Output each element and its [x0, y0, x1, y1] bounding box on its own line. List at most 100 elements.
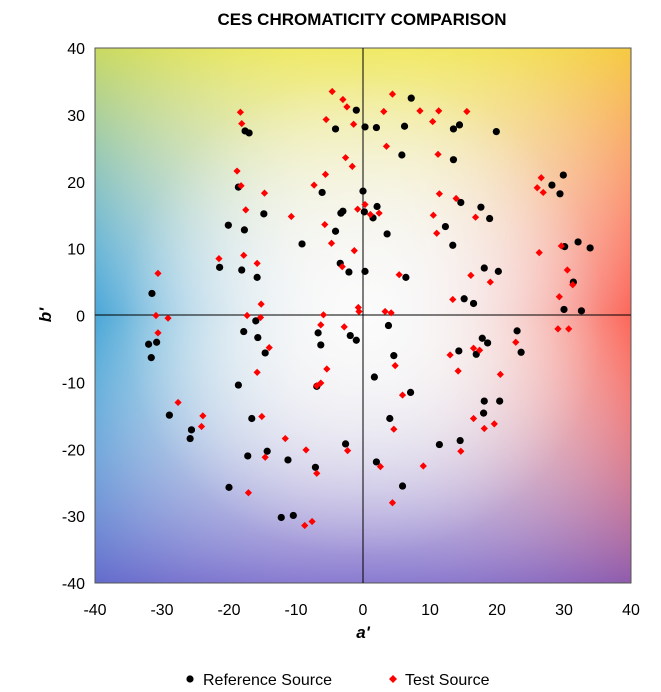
y-axis-title: b' [36, 307, 55, 322]
test-point [457, 447, 465, 455]
reference-point [186, 434, 194, 443]
reference-point [346, 331, 354, 340]
test-point [463, 107, 471, 116]
test-point [381, 307, 389, 316]
reference-point [361, 267, 369, 275]
test-point [341, 154, 350, 162]
x-tick-label: -20 [217, 602, 240, 619]
test-point [496, 370, 504, 378]
y-tick-label: 30 [67, 108, 85, 125]
reference-point [402, 273, 410, 281]
test-point [376, 463, 385, 471]
legend-test-label: Test Source [405, 672, 490, 689]
test-point [237, 182, 245, 190]
test-point [343, 446, 352, 455]
test-point [435, 107, 443, 115]
test-point [244, 489, 253, 497]
x-axis-title: a' [356, 623, 370, 642]
y-tick-label: -40 [62, 576, 85, 593]
test-point [449, 295, 457, 304]
y-tick-label: -30 [62, 509, 85, 526]
reference-point [298, 240, 306, 248]
reference-point [331, 227, 340, 235]
y-tick-label: 0 [76, 309, 85, 326]
reference-point [455, 347, 463, 355]
reference-point [225, 483, 233, 491]
test-point [469, 344, 478, 352]
reference-point [480, 397, 488, 405]
test-point [557, 242, 565, 250]
test-point [321, 220, 329, 229]
test-point [388, 90, 397, 98]
test-point [452, 194, 460, 203]
reference-point [331, 125, 340, 133]
test-point [395, 271, 403, 279]
reference-point [455, 121, 464, 129]
test-point [287, 212, 295, 221]
reference-point [352, 336, 360, 344]
reference-point [400, 122, 409, 130]
x-tick-label: 0 [359, 602, 368, 619]
test-point [319, 311, 328, 319]
reference-point [486, 214, 494, 223]
reference-point [311, 463, 320, 471]
test-point [471, 213, 480, 221]
data-series [145, 87, 594, 530]
test-point [486, 278, 494, 286]
test-point [301, 521, 309, 530]
test-point [569, 281, 577, 289]
test-point [435, 190, 443, 198]
test-point [322, 115, 330, 124]
reference-point [449, 125, 458, 133]
reference-point [253, 273, 261, 281]
test-point [535, 249, 543, 257]
reference-point [244, 452, 252, 460]
test-point [308, 517, 316, 526]
reference-point [187, 426, 196, 434]
test-point [339, 95, 347, 104]
test-point [238, 119, 246, 128]
test-point [469, 414, 478, 423]
reference-point [484, 339, 492, 347]
reference-point [263, 447, 271, 455]
reference-point [318, 188, 326, 197]
test-point [454, 367, 462, 375]
reference-point [372, 123, 380, 132]
reference-point [480, 409, 488, 417]
test-point [366, 210, 374, 219]
reference-point [341, 440, 350, 448]
reference-point [165, 411, 173, 419]
legend: Reference Source Test Source [186, 672, 490, 689]
y-tick-label: 10 [67, 242, 85, 259]
reference-point [456, 436, 464, 445]
x-tick-label: -30 [150, 602, 173, 619]
test-point [467, 271, 475, 279]
test-point [375, 209, 383, 217]
reference-point [398, 151, 406, 159]
reference-point [577, 307, 586, 315]
test-point [355, 307, 363, 316]
test-point [490, 420, 498, 428]
series-reference-source [145, 94, 594, 522]
test-point [555, 293, 563, 301]
test-point [380, 107, 388, 116]
reference-point [370, 373, 378, 381]
test-point [261, 453, 269, 461]
reference-point [360, 208, 368, 216]
x-tick-label: -40 [83, 602, 106, 619]
test-point [343, 103, 351, 111]
test-point [446, 351, 454, 359]
legend-reference-marker [186, 675, 194, 683]
test-point [361, 200, 369, 209]
reference-point [148, 289, 156, 298]
test-point [256, 313, 265, 322]
test-point [215, 255, 223, 263]
test-point [258, 412, 266, 421]
test-point [382, 142, 391, 150]
test-point [243, 311, 251, 320]
reference-point [240, 327, 248, 336]
test-point [391, 362, 399, 370]
reference-point [435, 440, 443, 449]
test-point [242, 206, 250, 214]
reference-point [147, 354, 155, 362]
